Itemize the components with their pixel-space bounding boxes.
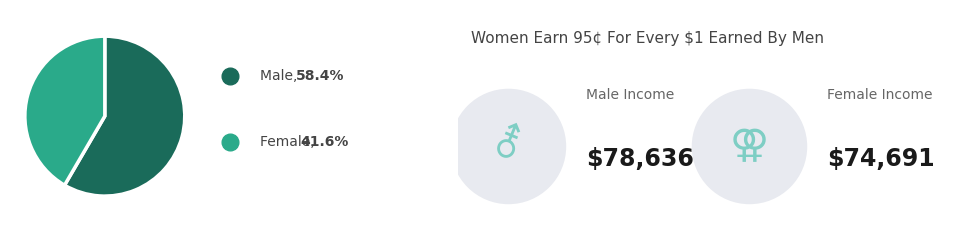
Text: ⚢: ⚢: [730, 128, 769, 165]
Text: Female Income: Female Income: [828, 88, 933, 102]
Text: Female,: Female,: [260, 135, 319, 149]
Wedge shape: [64, 36, 184, 196]
Text: 58.4%: 58.4%: [295, 69, 344, 83]
Text: $74,691: $74,691: [828, 147, 935, 171]
Ellipse shape: [691, 89, 807, 204]
Text: Women Earn 95¢ For Every $1 Earned By Men: Women Earn 95¢ For Every $1 Earned By Me…: [471, 31, 824, 46]
Text: ⚦: ⚦: [492, 128, 525, 165]
Text: Male,: Male,: [260, 69, 302, 83]
Ellipse shape: [450, 89, 566, 204]
Wedge shape: [25, 36, 105, 185]
Text: 41.6%: 41.6%: [300, 135, 348, 149]
Text: $78,636: $78,636: [586, 147, 694, 171]
Text: Male Income: Male Income: [586, 88, 675, 102]
